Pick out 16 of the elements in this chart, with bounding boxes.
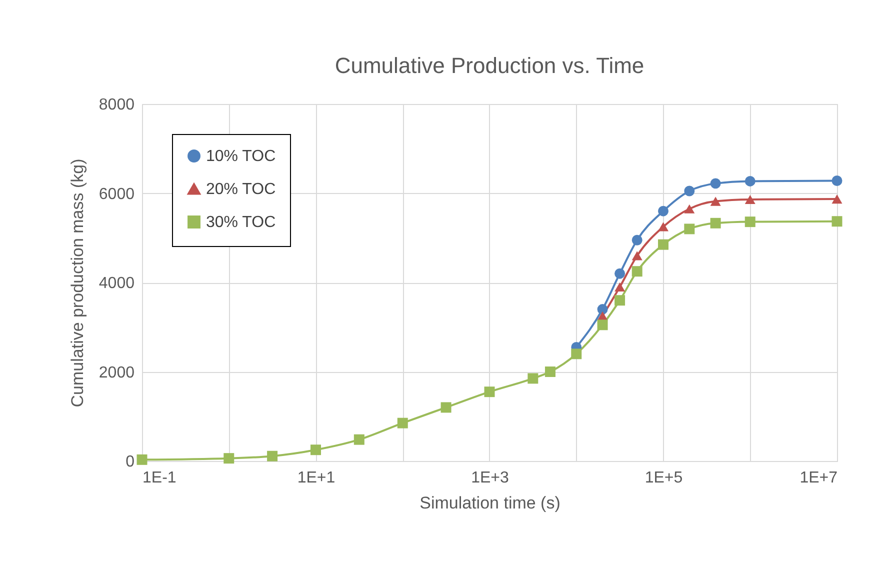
- y-tick-label: 8000: [98, 96, 135, 114]
- y-tick-label: 4000: [98, 275, 135, 292]
- y-tick-label: 6000: [98, 186, 135, 203]
- y-tick-label: 2000: [98, 364, 135, 382]
- x-tick-label: 1E+5: [644, 470, 683, 486]
- legend-label: 20% TOC: [206, 181, 276, 198]
- x-axis-title: Simulation time (s): [420, 494, 560, 512]
- x-tick-label: 1E+3: [471, 470, 510, 486]
- x-tick-label: 1E+7: [800, 470, 838, 486]
- x-tick-label: 1E-1: [142, 470, 176, 486]
- y-tick-label: 0: [126, 454, 135, 470]
- legend-label: 30% TOC: [206, 214, 276, 231]
- chart-title: Cumulative Production vs. Time: [334, 53, 644, 78]
- legend-label: 10% TOC: [206, 148, 276, 165]
- y-axis-title: Cumulative production mass (kg): [68, 158, 87, 408]
- x-tick-label: 1E+1: [297, 470, 336, 486]
